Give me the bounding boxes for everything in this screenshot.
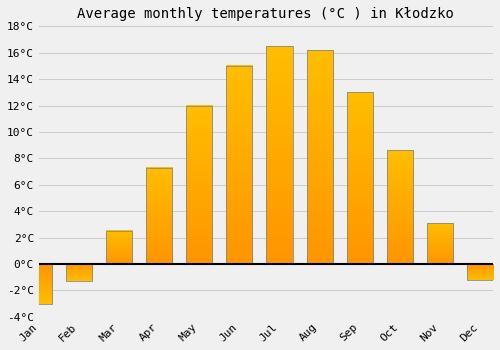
- Bar: [346, 92, 372, 264]
- Bar: [226, 66, 252, 264]
- Bar: [467, 264, 493, 280]
- Bar: [427, 223, 453, 264]
- Bar: [106, 231, 132, 264]
- Bar: [266, 46, 292, 264]
- Bar: [387, 150, 413, 264]
- Bar: [306, 50, 332, 264]
- Bar: [26, 264, 52, 303]
- Bar: [186, 105, 212, 264]
- Bar: [146, 168, 172, 264]
- Bar: [66, 264, 92, 281]
- Title: Average monthly temperatures (°C ) in Kłodzko: Average monthly temperatures (°C ) in Kł…: [78, 7, 454, 21]
